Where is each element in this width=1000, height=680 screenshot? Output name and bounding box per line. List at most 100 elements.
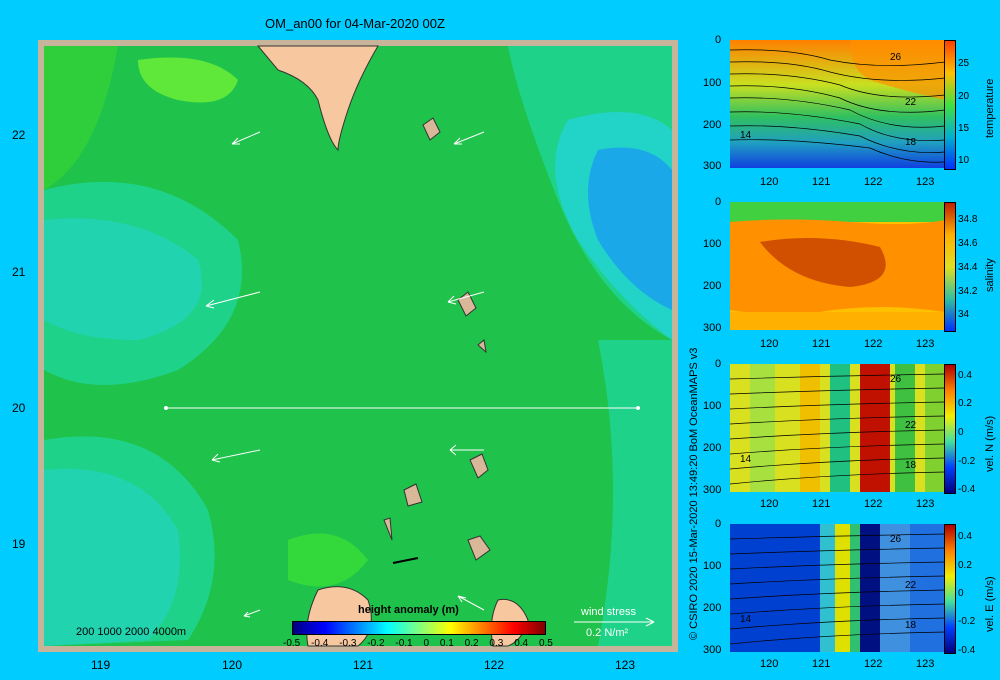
cbar-tick: -0.2 — [958, 456, 976, 467]
x-tick: 121 — [812, 498, 831, 510]
x-tick: 123 — [916, 658, 935, 670]
colorbar-tick: -0.1 — [395, 638, 413, 649]
vel-n-cbar-label: vel. N (m/s) — [984, 415, 996, 472]
depth-tick: 200 — [703, 119, 722, 131]
x-tick: 121 — [812, 338, 831, 350]
vel-e-colorbar — [944, 524, 956, 654]
cbar-tick: 0.4 — [958, 531, 972, 542]
depth-tick: 300 — [703, 160, 722, 172]
height-anomaly-ticks: -0.5 -0.4 -0.3 -0.2 -0.1 0 0.1 0.2 0.3 0… — [283, 638, 553, 649]
contour-label: 26 — [890, 534, 902, 545]
colorbar-tick: -0.5 — [283, 638, 301, 649]
x-tick: 122 — [864, 658, 883, 670]
cbar-tick: -0.4 — [958, 484, 976, 495]
cbar-tick: 0 — [958, 588, 964, 599]
depth-tick: 200 — [703, 602, 722, 614]
colorbar-tick: -0.2 — [367, 638, 385, 649]
contour-label: 22 — [905, 97, 917, 108]
height-anomaly-map — [38, 40, 678, 652]
y-tick-label: 22 — [12, 128, 26, 142]
contour-label: 22 — [905, 420, 917, 431]
colorbar-tick: -0.4 — [311, 638, 329, 649]
cbar-tick: 0 — [958, 427, 964, 438]
island — [469, 453, 489, 479]
y-tick-label: 20 — [12, 401, 26, 415]
depth-tick: 300 — [703, 484, 722, 496]
x-tick: 120 — [760, 658, 779, 670]
depth-tick: 300 — [703, 644, 722, 656]
height-anomaly-colorbar — [292, 621, 546, 635]
depth-tick: 100 — [703, 238, 722, 250]
cbar-tick: 0.4 — [958, 370, 972, 381]
salinity-cbar-label: salinity — [984, 258, 996, 292]
cbar-tick: 34.4 — [958, 262, 978, 273]
x-tick-label: 123 — [615, 658, 636, 672]
small-island — [392, 557, 419, 564]
cbar-tick: 25 — [958, 58, 970, 69]
temperature-section-panel: 26 22 18 14 — [730, 40, 945, 168]
island — [383, 517, 393, 541]
colorbar-tick: 0.4 — [514, 638, 529, 649]
contour-label: 22 — [905, 580, 917, 591]
colorbar-tick: 0.1 — [439, 638, 454, 649]
x-tick: 121 — [812, 658, 831, 670]
contour-label: 14 — [740, 454, 752, 465]
colorbar-tick: 0.5 — [538, 638, 553, 649]
taiwan-landmass — [256, 45, 379, 152]
island — [477, 339, 487, 354]
cbar-tick: 20 — [958, 91, 970, 102]
depth-tick: 0 — [715, 34, 722, 46]
vel-e-section-panel: 26 22 18 14 — [730, 524, 945, 652]
cbar-tick: 15 — [958, 123, 970, 134]
contour-label: 18 — [905, 460, 917, 471]
colorbar-tick: 0 — [423, 638, 430, 649]
x-tick-label: 122 — [484, 658, 505, 672]
vel-e-cbar-label: vel. E (m/s) — [984, 576, 996, 632]
salinity-colorbar — [944, 202, 956, 332]
bathymetry-legend: 200 1000 2000 4000m — [76, 626, 187, 638]
wind-stress-scale-arrow — [574, 617, 655, 627]
colorbar-tick: -0.3 — [339, 638, 357, 649]
x-tick: 122 — [864, 176, 883, 188]
x-tick: 120 — [760, 338, 779, 350]
depth-tick: 300 — [703, 322, 722, 334]
credit-text: © CSIRO 2020 15-Mar-2020 13:49:20 BoM Oc… — [688, 347, 700, 640]
island — [403, 483, 423, 507]
depth-tick: 100 — [703, 560, 722, 572]
island — [467, 535, 491, 561]
y-tick-label: 21 — [12, 265, 26, 279]
cbar-tick: 34 — [958, 309, 970, 320]
y-tick-label: 19 — [12, 537, 26, 551]
wind-stress-scale: 0.2 N/m² — [586, 627, 629, 639]
cbar-tick: 34.2 — [958, 286, 978, 297]
x-tick: 122 — [864, 498, 883, 510]
wind-stress-label: wind stress — [581, 606, 637, 618]
cbar-tick: 0.2 — [958, 560, 972, 571]
contour-label: 26 — [890, 374, 902, 385]
map-title: OM_an00 for 04-Mar-2020 00Z — [265, 16, 445, 31]
cbar-tick: 34.8 — [958, 214, 978, 225]
cbar-tick: 34.6 — [958, 238, 978, 249]
depth-tick: 200 — [703, 442, 722, 454]
temperature-colorbar — [944, 40, 956, 170]
x-tick: 121 — [812, 176, 831, 188]
contour-label: 18 — [905, 137, 917, 148]
depth-tick: 200 — [703, 280, 722, 292]
cbar-tick: 0.2 — [958, 398, 972, 409]
cbar-tick: 10 — [958, 155, 970, 166]
cbar-tick: -0.2 — [958, 616, 976, 627]
height-anomaly-label: height anomaly (m) — [358, 604, 459, 616]
x-tick-label: 120 — [222, 658, 243, 672]
cbar-tick: -0.4 — [958, 645, 976, 656]
x-tick: 120 — [760, 176, 779, 188]
x-tick-label: 121 — [353, 658, 374, 672]
x-tick: 123 — [916, 176, 935, 188]
colorbar-tick: 0.2 — [464, 638, 479, 649]
contour-label: 18 — [905, 620, 917, 631]
island — [422, 117, 441, 141]
contour-label: 14 — [740, 614, 752, 625]
vel-n-section-panel: 26 22 18 14 — [730, 364, 945, 492]
depth-tick: 0 — [715, 358, 722, 370]
salinity-section-panel — [730, 202, 945, 330]
x-tick: 123 — [916, 498, 935, 510]
